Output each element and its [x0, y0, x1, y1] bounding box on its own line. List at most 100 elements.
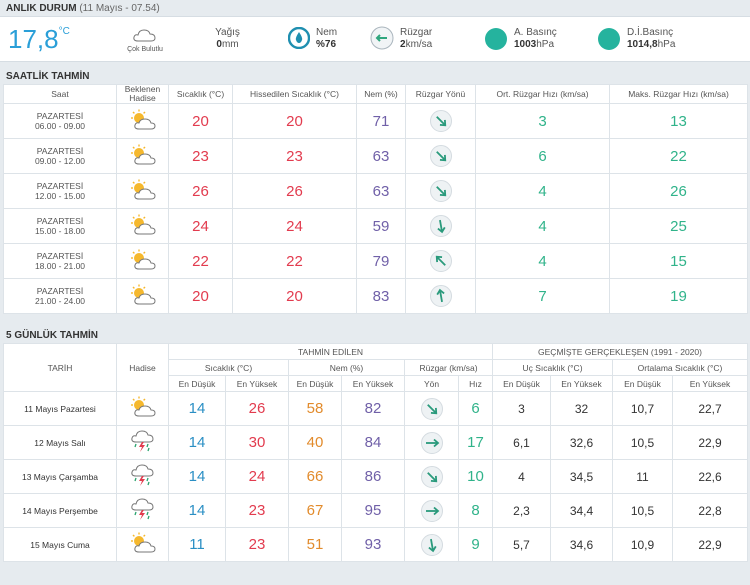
hourly-h-saat: Saat — [3, 84, 117, 104]
wind-east-icon — [420, 499, 443, 522]
daily-temp-min: 14 — [168, 493, 226, 528]
hourly-h-hum: Nem (%) — [356, 84, 406, 104]
hourly-h-feels: Hissedilen Sıcaklık (°C) — [232, 84, 357, 104]
hourly-row: PAZARTESİ 21.00 - 24.00 20 20 83 7 19 — [3, 278, 748, 314]
humidity-item: Nem %76 — [260, 26, 370, 52]
hourly-humidity: 71 — [356, 103, 406, 139]
humidity-value: %76 — [316, 39, 337, 50]
hourly-wind-dir — [405, 208, 476, 244]
hourly-humidity: 63 — [356, 173, 406, 209]
daily-h-amin: En Düşük — [612, 375, 673, 392]
hourly-avg-wind: 4 — [475, 173, 610, 209]
daily-avg-min: 11 — [612, 459, 673, 494]
wind-east-icon — [420, 431, 443, 454]
daily-temp-min: 11 — [168, 527, 226, 562]
hourly-condition — [116, 208, 169, 244]
partly-cloudy-icon — [129, 249, 157, 274]
thunderstorm-icon — [130, 464, 156, 490]
daily-extreme-min: 4 — [492, 459, 551, 494]
condition-label: Çok Bulutlu — [127, 45, 163, 53]
hourly-row: PAZARTESİ 09.00 - 12.00 23 23 63 6 22 — [3, 138, 748, 174]
wind-label: Rüzgar — [400, 27, 433, 38]
hourly-temp: 22 — [168, 243, 233, 279]
wind-southeast-icon — [429, 110, 452, 132]
pressure-value: 1003 — [514, 39, 537, 50]
daily-avg-max: 22,9 — [672, 425, 748, 460]
daily-hum-min: 67 — [288, 493, 342, 528]
daily-h-wind: Rüzgar (km/sa) — [404, 359, 493, 376]
pressure-icon — [485, 28, 507, 50]
sea-pressure-label: D.İ.Basınç — [627, 27, 674, 38]
sea-pressure-value: 1014,8 — [627, 39, 658, 50]
hourly-max-wind: 26 — [609, 173, 748, 209]
wind-south-icon — [429, 215, 452, 237]
daily-wind-dir — [404, 493, 459, 528]
daily-h-temp: Sıcaklık (°C) — [168, 359, 289, 376]
current-section-title: ANLIK DURUM (11 Mayıs - 07.54) — [0, 0, 750, 16]
daily-extreme-min: 2,3 — [492, 493, 551, 528]
daily-wind-speed: 10 — [458, 459, 493, 494]
daily-h-hum: Nem (%) — [288, 359, 405, 376]
wind-northwest-icon — [429, 250, 452, 272]
humidity-drop-icon — [287, 26, 311, 52]
daily-extreme-max: 32,6 — [550, 425, 613, 460]
daily-h-date: TARİH — [3, 343, 117, 392]
daily-condition — [116, 425, 169, 460]
wind-item: Rüzgar 2km/sa — [370, 26, 485, 53]
daily-avg-max: 22,7 — [672, 391, 748, 426]
daily-extreme-max: 34,6 — [550, 527, 613, 562]
hourly-temp: 23 — [168, 138, 233, 174]
daily-h-hmax: En Yüksek — [341, 375, 405, 392]
daily-extreme-min: 5,7 — [492, 527, 551, 562]
hourly-wind-dir — [405, 138, 476, 174]
hourly-max-wind: 22 — [609, 138, 748, 174]
hourly-time: PAZARTESİ 18.00 - 21.00 — [3, 243, 117, 279]
daily-wind-dir — [404, 391, 459, 426]
hourly-feels: 26 — [232, 173, 357, 209]
wind-southeast-icon — [420, 465, 443, 488]
current-timestamp: (11 Mayıs - 07.54) — [79, 3, 160, 14]
hourly-row: PAZARTESİ 15.00 - 18.00 24 24 59 4 25 — [3, 208, 748, 244]
hourly-wind-dir — [405, 278, 476, 314]
hourly-temp: 20 — [168, 278, 233, 314]
hourly-time: PAZARTESİ 12.00 - 15.00 — [3, 173, 117, 209]
daily-hum-max: 84 — [341, 425, 405, 460]
hourly-condition — [116, 173, 169, 209]
daily-temp-max: 26 — [225, 391, 289, 426]
hourly-condition — [116, 278, 169, 314]
hourly-condition — [116, 243, 169, 279]
daily-hum-min: 66 — [288, 459, 342, 494]
hourly-max-wind: 19 — [609, 278, 748, 314]
daily-hum-max: 82 — [341, 391, 405, 426]
daily-h-emin: En Düşük — [492, 375, 551, 392]
wind-southeast-icon — [429, 180, 452, 202]
wind-southeast-icon — [429, 145, 452, 167]
daily-h-hadise: Hadise — [116, 343, 169, 392]
daily-h-speed: Hız — [458, 375, 493, 392]
wind-southeast-icon — [420, 397, 443, 420]
hourly-title: SAATLİK TAHMİN — [6, 71, 90, 82]
daily-hum-min: 40 — [288, 425, 342, 460]
daily-wind-speed: 17 — [458, 425, 493, 460]
hourly-avg-wind: 7 — [475, 278, 610, 314]
daily-temp-max: 23 — [225, 493, 289, 528]
daily-h-tmax: En Yüksek — [225, 375, 289, 392]
daily-condition — [116, 493, 169, 528]
daily-wind-speed: 9 — [458, 527, 493, 562]
hourly-h-avgwind: Ort. Rüzgar Hızı (km/sa) — [475, 84, 610, 104]
hourly-row: PAZARTESİ 18.00 - 21.00 22 22 79 4 15 — [3, 243, 748, 279]
hourly-humidity: 63 — [356, 138, 406, 174]
hourly-time: PAZARTESİ 15.00 - 18.00 — [3, 208, 117, 244]
current-title: ANLIK DURUM — [6, 3, 77, 14]
pressure-label: A. Basınç — [514, 27, 557, 38]
daily-avg-min: 10,7 — [612, 391, 673, 426]
hourly-avg-wind: 6 — [475, 138, 610, 174]
hourly-max-wind: 15 — [609, 243, 748, 279]
daily-condition — [116, 391, 169, 426]
hourly-row: PAZARTESİ 06.00 - 09.00 20 20 71 3 13 — [3, 103, 748, 139]
daily-row: 14 Mayıs Perşembe 14 23 67 95 8 2,3 34,4 10,5 22,… — [3, 493, 748, 528]
daily-extreme-max: 34,4 — [550, 493, 613, 528]
daily-avg-min: 10,9 — [612, 527, 673, 562]
current-temperature: 17,8°C — [8, 23, 70, 54]
daily-extreme-max: 32 — [550, 391, 613, 426]
